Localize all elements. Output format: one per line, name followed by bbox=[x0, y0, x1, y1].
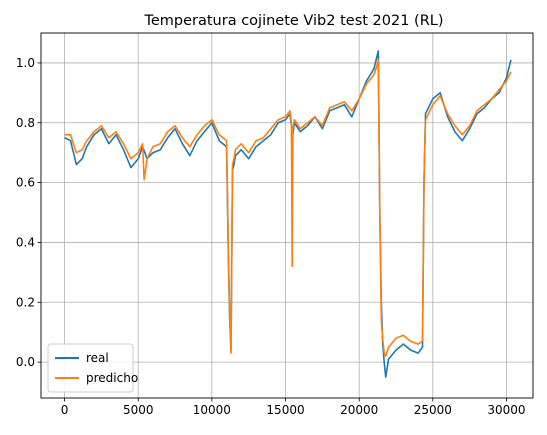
y-tick-label: 0.4 bbox=[16, 235, 35, 249]
legend: real predicho bbox=[47, 343, 138, 393]
legend-label-predicho: predicho bbox=[86, 371, 138, 385]
legend-label-real: real bbox=[86, 351, 109, 365]
y-tick-label: 0.8 bbox=[16, 116, 35, 130]
x-tick-label: 10000 bbox=[193, 403, 231, 417]
series-lines bbox=[64, 50, 512, 378]
y-tick-label: 0.2 bbox=[16, 295, 35, 309]
legend-frame bbox=[47, 343, 134, 393]
plot-frame bbox=[40, 32, 534, 399]
y-tick-label: 1.0 bbox=[16, 56, 35, 70]
y-tick-label: 0.0 bbox=[16, 355, 35, 369]
x-tick-label: 15000 bbox=[266, 403, 304, 417]
y-tick-label: 0.6 bbox=[16, 176, 35, 190]
chart-title: Temperatura cojinete Vib2 test 2021 (RL) bbox=[143, 13, 443, 29]
x-tick-label: 25000 bbox=[414, 403, 452, 417]
axis-ticks: 0 5000 10000 15000 20000 25000 30000 0.0 0.2 0.4 0… bbox=[16, 56, 526, 417]
x-tick-label: 20000 bbox=[340, 403, 378, 417]
series-line-predicho bbox=[64, 59, 512, 357]
x-tick-label: 30000 bbox=[487, 403, 525, 417]
x-tick-label: 0 bbox=[61, 403, 69, 417]
x-tick-label: 5000 bbox=[123, 403, 154, 417]
